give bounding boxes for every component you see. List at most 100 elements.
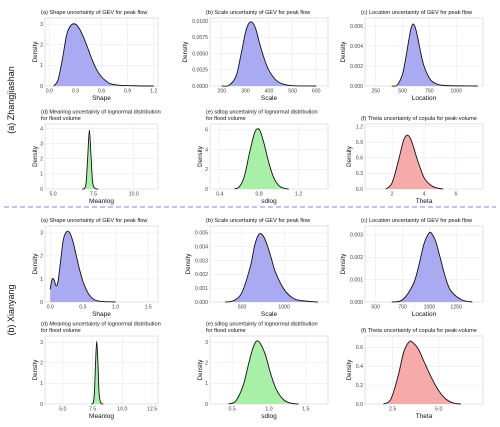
panel-7: (a) Shape uncertainty of GEV for peak fl… <box>32 218 159 318</box>
y-tick-label: 0.002 <box>350 64 363 70</box>
panel-title: (f) Theta uncertainty of copula for peak… <box>361 328 477 334</box>
x-tick-label: 2 <box>391 192 394 198</box>
x-tick-label: 1.0 <box>112 305 119 311</box>
panel-title: (f) Theta uncertainty of copula for peak… <box>361 116 477 122</box>
density-area <box>391 24 478 87</box>
x-axis-label: Theta <box>416 413 433 420</box>
x-tick-label: 0.5 <box>229 407 236 413</box>
y-tick-label: 1 <box>205 381 208 387</box>
y-tick-label: 0.004 <box>195 245 208 251</box>
x-tick-label: 10.0 <box>117 407 127 413</box>
x-tick-label: 10.0 <box>129 192 139 198</box>
y-tick-label: 0.000 <box>350 84 363 90</box>
x-tick-label: 5.0 <box>49 192 56 198</box>
y-tick-label: 0 <box>205 187 208 193</box>
x-tick-label: 1000 <box>450 89 462 95</box>
x-tick-label: 400 <box>265 89 274 95</box>
y-tick-label: 0.000 <box>195 300 208 306</box>
x-tick-label: 250 <box>371 89 380 95</box>
y-tick-label: 0.001 <box>350 277 363 283</box>
density-curve <box>234 128 289 190</box>
y-tick-label: 4 <box>205 147 208 153</box>
y-tick-label: 0.003 <box>195 258 208 264</box>
x-axis-label: Meanlog <box>89 198 114 205</box>
y-tick-label: 0 <box>40 402 43 408</box>
y-tick-label: 0.9 <box>356 140 363 146</box>
x-tick-label: 0.8 <box>256 192 263 198</box>
y-tick-label: 2 <box>40 43 43 49</box>
panel-11: (e) sdlog uncertainty of lognormal distr… <box>197 322 329 420</box>
x-tick-label: 1.2 <box>295 192 302 198</box>
panels: (a) Shape uncertainty of GEV for peak fl… <box>32 10 484 421</box>
x-tick-label: 7.5 <box>89 407 96 413</box>
x-tick-label: 1.0 <box>265 407 272 413</box>
y-tick-label: 0.0000 <box>192 84 208 90</box>
y-tick-label: 0.0 <box>356 402 363 408</box>
density-curve <box>221 21 317 87</box>
x-tick-label: 1.5 <box>302 407 309 413</box>
y-axis-label: Density <box>197 359 204 381</box>
y-tick-label: 3 <box>40 231 43 237</box>
y-tick-label: 1 <box>40 172 43 178</box>
y-axis-label: Density <box>182 41 189 63</box>
panel-title: (c) Location uncertainty of GEV for peak… <box>361 10 473 16</box>
panel-title: (d) Meanlog uncertainty of lognormal dis… <box>41 110 161 123</box>
x-tick-label: 200 <box>217 89 226 95</box>
x-tick-label: 7.5 <box>90 192 97 198</box>
y-tick-label: 3 <box>40 22 43 28</box>
plot-area <box>44 335 159 405</box>
y-tick-label: 2 <box>40 361 43 367</box>
y-tick-label: 0.0 <box>356 187 363 193</box>
x-tick-label: 6 <box>454 192 457 198</box>
x-axis-label: Shape <box>92 311 111 318</box>
y-tick-label: 1 <box>40 63 43 69</box>
x-tick-label: 0.3 <box>72 89 79 95</box>
y-tick-label: 0.001 <box>195 286 208 292</box>
density-area <box>53 23 154 87</box>
x-tick-label: 500 <box>398 89 407 95</box>
x-axis-label: Shape <box>92 95 111 102</box>
x-tick-label: 0.4 <box>216 192 223 198</box>
y-tick-label: 0.003 <box>350 233 363 239</box>
x-tick-label: 750 <box>425 89 434 95</box>
panel-title: (b) Scale uncertainty of GEV for peak fl… <box>206 10 311 16</box>
x-tick-label: 0.9 <box>124 89 131 95</box>
x-tick-label: 1000 <box>278 305 290 311</box>
density-area <box>221 21 317 87</box>
y-tick-label: 0.4 <box>356 364 363 370</box>
y-tick-label: 0 <box>40 187 43 193</box>
panel-10: (d) Meanlog uncertainty of lognormal dis… <box>32 322 161 421</box>
y-tick-label: 0.005 <box>195 231 208 237</box>
density-curve <box>383 340 461 405</box>
panel-6: (f) Theta uncertainty of copula for peak… <box>346 116 484 205</box>
y-tick-label: 2 <box>205 167 208 173</box>
panel-5: (e) sdlog uncertainty of lognormal distr… <box>197 110 329 205</box>
density-area <box>50 231 116 302</box>
y-tick-label: 0.0025 <box>192 68 208 74</box>
density-curve <box>91 340 104 405</box>
x-tick-label: 0.0 <box>47 305 54 311</box>
y-tick-label: 6 <box>205 128 208 134</box>
x-tick-label: 500 <box>288 89 297 95</box>
density-area <box>82 130 99 190</box>
x-tick-label: 1000 <box>424 305 436 311</box>
x-axis-label: Scale <box>261 95 278 102</box>
x-axis-label: Theta <box>416 198 433 205</box>
density-area <box>225 233 318 302</box>
x-tick-label: 500 <box>371 305 380 311</box>
section-label-zhangjiashan: (a) Zhangjiashan <box>6 66 16 134</box>
y-tick-label: 1 <box>40 277 43 283</box>
y-tick-label: 0.000 <box>350 300 363 306</box>
y-tick-label: 2 <box>40 157 43 163</box>
density-curve <box>49 230 116 303</box>
density-curve <box>228 340 299 405</box>
panel-3: (c) Location uncertainty of GEV for peak… <box>340 10 484 102</box>
x-tick-label: 500 <box>238 305 247 311</box>
y-axis-label: Density <box>185 253 192 275</box>
density-curve <box>53 23 154 87</box>
x-tick-label: 4 <box>423 192 426 198</box>
y-tick-label: 0.6 <box>356 345 363 351</box>
density-area <box>228 340 299 404</box>
panel-title: (d) Meanlog uncertainty of lognormal dis… <box>41 322 161 335</box>
x-tick-label: 0.6 <box>98 89 105 95</box>
